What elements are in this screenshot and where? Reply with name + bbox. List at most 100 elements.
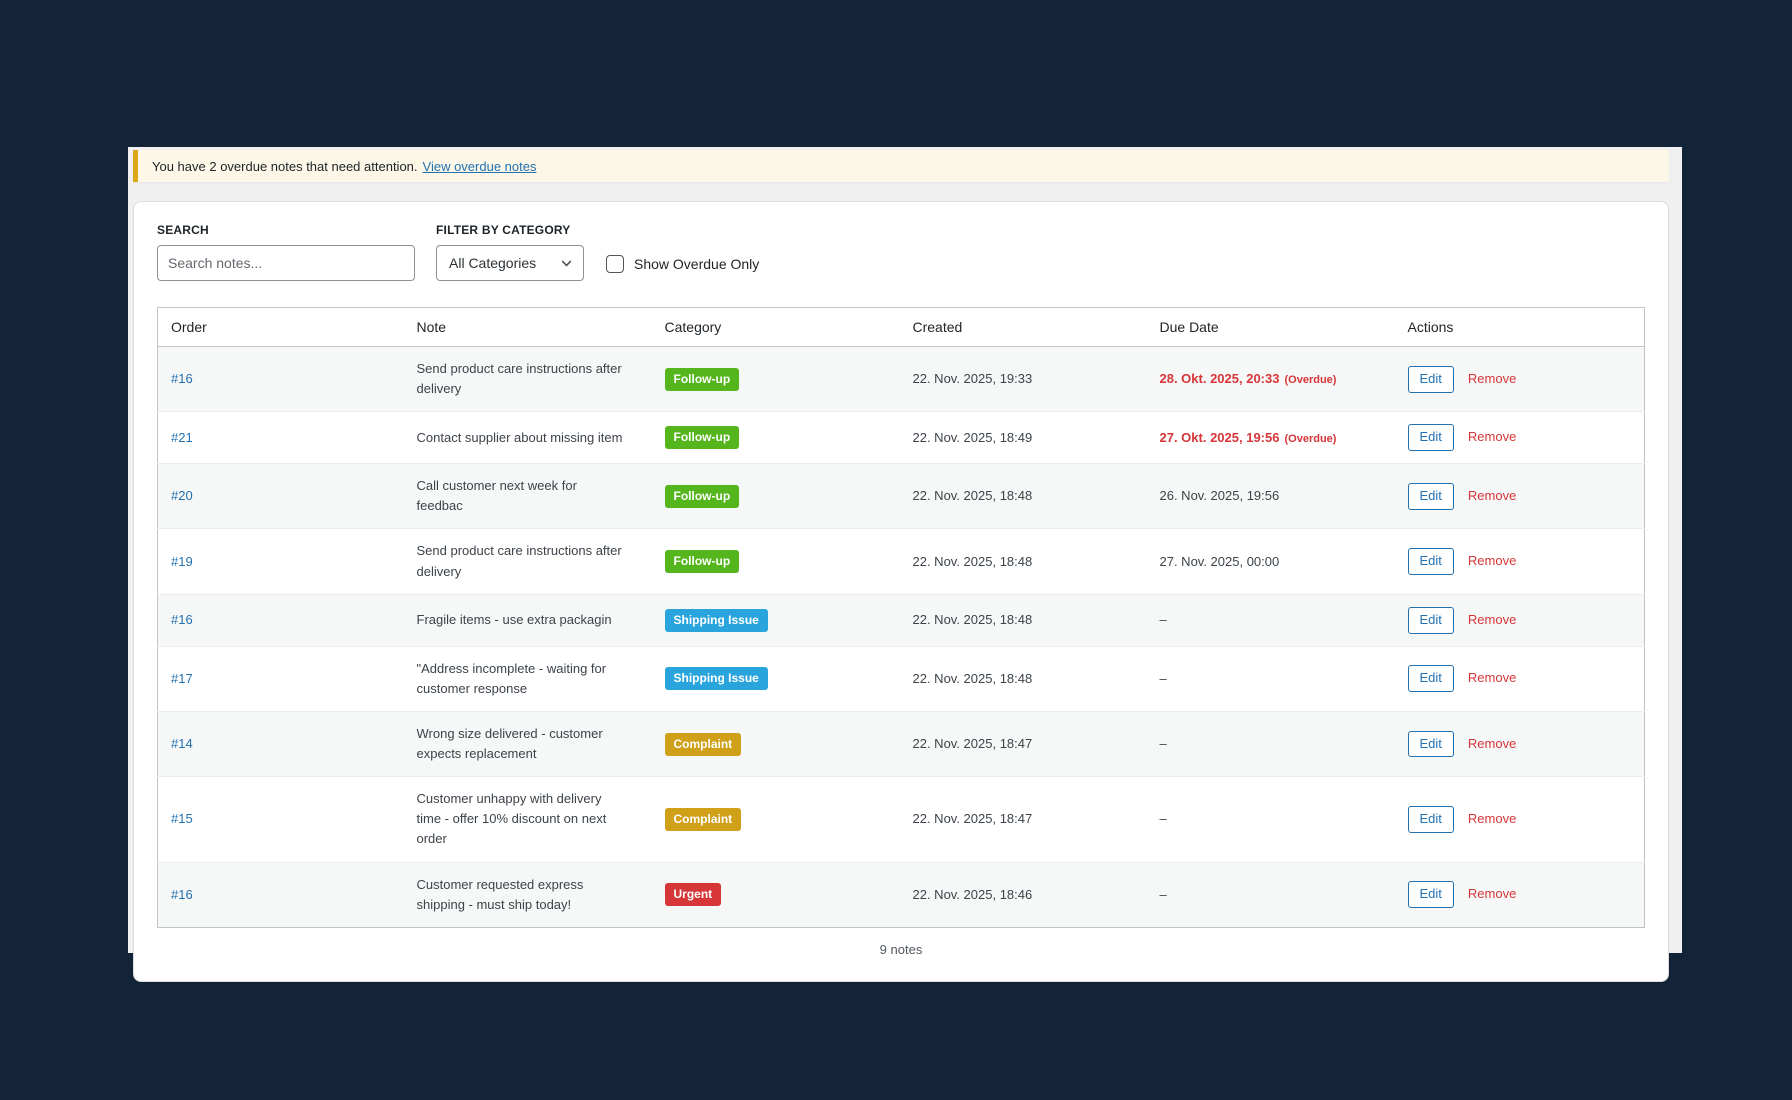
- edit-button[interactable]: Edit: [1407, 365, 1454, 393]
- order-link[interactable]: #14: [171, 735, 193, 751]
- due-date: –: [1146, 710, 1395, 777]
- order-link[interactable]: #21: [171, 429, 193, 445]
- overdue-tag: (Overdue): [1284, 374, 1337, 387]
- due-date: –: [1146, 645, 1395, 712]
- due-date: –: [1146, 593, 1395, 647]
- due-date: 28. Okt. 2025, 20:33 (Overdue): [1147, 347, 1395, 412]
- category-badge: Shipping Issue: [664, 667, 768, 691]
- table-row: #21 Contact supplier about missing item …: [157, 411, 1645, 464]
- table-row: #16 Send product care instructions after…: [157, 346, 1645, 412]
- remove-link[interactable]: Remove: [1467, 670, 1517, 686]
- notes-count: 9 notes: [879, 941, 923, 957]
- created-date: 22. Nov. 2025, 19:33: [912, 371, 1033, 387]
- notes-panel: SEARCH FILTER BY CATEGORY All Categories…: [133, 201, 1669, 982]
- order-link[interactable]: #17: [171, 670, 193, 686]
- note-text: Send product care instructions after del…: [416, 543, 622, 579]
- due-date: 27. Okt. 2025, 19:56 (Overdue): [1146, 411, 1395, 464]
- table-row: #16 Fragile items - use extra packagin S…: [157, 593, 1645, 647]
- category-badge: Follow-up: [664, 426, 740, 450]
- order-link[interactable]: #16: [171, 886, 193, 902]
- table-row: #17 "Address incomplete - waiting for cu…: [157, 645, 1645, 712]
- due-date: –: [1146, 776, 1395, 863]
- remove-link[interactable]: Remove: [1467, 810, 1517, 826]
- due-date-value: 27. Okt. 2025, 19:56: [1159, 429, 1280, 445]
- note-text: Wrong size delivered - customer expects …: [416, 725, 603, 762]
- table-row: #14 Wrong size delivered - customer expe…: [157, 710, 1645, 777]
- category-filter-group: FILTER BY CATEGORY All Categories: [436, 223, 584, 281]
- column-header-order: Order: [157, 307, 404, 347]
- edit-button[interactable]: Edit: [1407, 482, 1454, 510]
- category-filter-label: FILTER BY CATEGORY: [436, 223, 571, 237]
- edit-button[interactable]: Edit: [1407, 424, 1454, 452]
- created-date: 22. Nov. 2025, 18:49: [899, 411, 1147, 464]
- column-header-category: Category: [651, 307, 900, 347]
- order-link[interactable]: #16: [171, 612, 193, 628]
- remove-link[interactable]: Remove: [1467, 886, 1517, 902]
- due-date: 27. Nov. 2025, 00:00: [1146, 528, 1395, 595]
- order-link[interactable]: #16: [171, 371, 193, 387]
- category-badge: Follow-up: [664, 484, 740, 508]
- note-text: Call customer next week for feedbac: [416, 478, 577, 514]
- overdue-notice-text: You have 2 overdue notes that need atten…: [152, 158, 418, 174]
- category-badge: Shipping Issue: [664, 608, 768, 632]
- note-text: Send product care instructions after del…: [416, 361, 622, 397]
- show-overdue-only-label[interactable]: Show Overdue Only: [634, 256, 760, 272]
- category-select[interactable]: All Categories: [436, 245, 584, 281]
- due-date: 26. Nov. 2025, 19:56: [1146, 463, 1395, 529]
- edit-button[interactable]: Edit: [1407, 606, 1454, 634]
- created-date: 22. Nov. 2025, 18:47: [899, 776, 1147, 863]
- created-date: 22. Nov. 2025, 18:48: [899, 528, 1147, 595]
- category-badge: Urgent: [664, 883, 722, 907]
- table-header-row: Order Note Category Created Due Date Act…: [157, 307, 1645, 347]
- order-link[interactable]: #15: [171, 811, 193, 827]
- due-date-value: 28. Okt. 2025, 20:33: [1159, 371, 1280, 387]
- column-header-actions: Actions: [1394, 307, 1645, 347]
- notes-table: Order Note Category Created Due Date Act…: [157, 307, 1645, 928]
- note-text: Contact supplier about missing item: [416, 429, 623, 445]
- remove-link[interactable]: Remove: [1467, 429, 1517, 445]
- chevron-down-icon: [561, 260, 572, 266]
- created-date: 22. Nov. 2025, 18:46: [899, 861, 1147, 928]
- table-row: #15 Customer unhappy with delivery time …: [157, 776, 1645, 863]
- show-overdue-only-checkbox[interactable]: [606, 255, 624, 273]
- note-text: "Address incomplete - waiting for custom…: [416, 660, 607, 696]
- edit-button[interactable]: Edit: [1407, 730, 1454, 758]
- edit-button[interactable]: Edit: [1407, 665, 1454, 693]
- edit-button[interactable]: Edit: [1407, 881, 1454, 909]
- remove-link[interactable]: Remove: [1467, 487, 1517, 503]
- category-badge: Follow-up: [664, 550, 740, 574]
- remove-link[interactable]: Remove: [1467, 611, 1517, 627]
- created-date: 22. Nov. 2025, 18:47: [899, 710, 1147, 777]
- search-group: SEARCH: [157, 223, 415, 281]
- column-header-note: Note: [403, 307, 652, 347]
- remove-link[interactable]: Remove: [1467, 735, 1517, 751]
- overdue-tag: (Overdue): [1284, 432, 1337, 445]
- note-text: Customer unhappy with delivery time - of…: [416, 791, 607, 847]
- category-badge: Complaint: [664, 807, 742, 831]
- created-date: 22. Nov. 2025, 18:48: [899, 463, 1147, 529]
- category-badge: Complaint: [664, 732, 742, 756]
- due-date: –: [1146, 861, 1395, 928]
- category-badge: Follow-up: [664, 367, 740, 391]
- view-overdue-notes-link[interactable]: View overdue notes: [422, 158, 537, 174]
- overdue-notice-banner: You have 2 overdue notes that need atten…: [133, 150, 1669, 182]
- column-header-due-date: Due Date: [1146, 307, 1395, 347]
- search-label: SEARCH: [157, 223, 209, 237]
- table-row: #20 Call customer next week for feedbac …: [157, 463, 1645, 529]
- order-link[interactable]: #19: [171, 553, 193, 569]
- overdue-only-row: Show Overdue Only: [606, 255, 759, 273]
- edit-button[interactable]: Edit: [1407, 805, 1454, 833]
- remove-link[interactable]: Remove: [1467, 553, 1517, 569]
- order-link[interactable]: #20: [171, 488, 193, 504]
- table-row: #19 Send product care instructions after…: [157, 528, 1645, 595]
- created-date: 22. Nov. 2025, 18:48: [899, 593, 1147, 647]
- column-header-created: Created: [899, 307, 1147, 347]
- filters-bar: SEARCH FILTER BY CATEGORY All Categories…: [157, 223, 1645, 281]
- note-text: Customer requested express shipping - mu…: [416, 876, 584, 912]
- note-text: Fragile items - use extra packagin: [416, 612, 612, 628]
- table-row: #16 Customer requested express shipping …: [157, 861, 1645, 928]
- created-date: 22. Nov. 2025, 18:48: [899, 645, 1147, 712]
- edit-button[interactable]: Edit: [1407, 548, 1454, 576]
- remove-link[interactable]: Remove: [1467, 370, 1517, 386]
- search-input[interactable]: [157, 245, 415, 281]
